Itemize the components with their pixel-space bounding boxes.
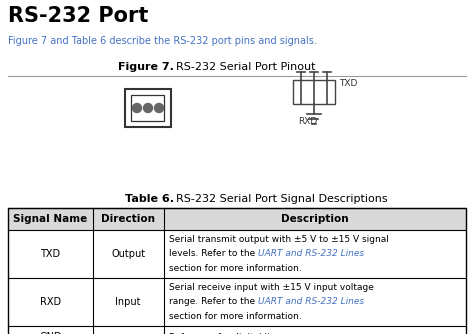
Text: Signal Name: Signal Name [13, 214, 88, 224]
Text: Reference for digital lines.: Reference for digital lines. [169, 333, 288, 334]
Circle shape [144, 104, 153, 113]
Text: TXD: TXD [40, 249, 60, 259]
Text: Direction: Direction [101, 214, 155, 224]
Text: —: — [123, 332, 133, 334]
Text: Serial receive input with ±15 V input voltage: Serial receive input with ±15 V input vo… [169, 283, 374, 292]
Text: Figure 7.: Figure 7. [118, 62, 174, 72]
Text: RS-232 Serial Port Signal Descriptions: RS-232 Serial Port Signal Descriptions [176, 194, 388, 204]
Text: range. Refer to the: range. Refer to the [169, 298, 258, 307]
Text: Description: Description [281, 214, 349, 224]
Text: UART and RS-232 Lines: UART and RS-232 Lines [258, 298, 364, 307]
Text: section for more information.: section for more information. [169, 312, 301, 321]
Text: RS-232 Serial Port Pinout: RS-232 Serial Port Pinout [176, 62, 316, 72]
Circle shape [155, 104, 164, 113]
Bar [131, 95, 164, 121]
Text: RS-232 Port: RS-232 Port [8, 6, 148, 26]
Text: Output: Output [111, 249, 146, 259]
Text: UART and RS-232 Lines: UART and RS-232 Lines [258, 249, 364, 259]
Text: levels. Refer to the: levels. Refer to the [169, 249, 258, 259]
Text: RXD: RXD [298, 118, 317, 127]
Text: Figure 7 and Table 6 describe the RS-232 port pins and signals.: Figure 7 and Table 6 describe the RS-232… [8, 36, 317, 46]
Bar [8, 208, 466, 230]
Bar [125, 89, 171, 127]
Text: Input: Input [116, 297, 141, 307]
Text: Serial transmit output with ±5 V to ±15 V signal: Serial transmit output with ±5 V to ±15 … [169, 235, 389, 244]
Text: section for more information.: section for more information. [169, 264, 301, 273]
Text: Table 6.: Table 6. [125, 194, 174, 204]
Text: RXD: RXD [40, 297, 61, 307]
Text: TXD: TXD [339, 79, 357, 89]
Bar [8, 208, 466, 334]
Circle shape [133, 104, 142, 113]
Bar [293, 80, 335, 104]
Text: GND: GND [39, 332, 62, 334]
